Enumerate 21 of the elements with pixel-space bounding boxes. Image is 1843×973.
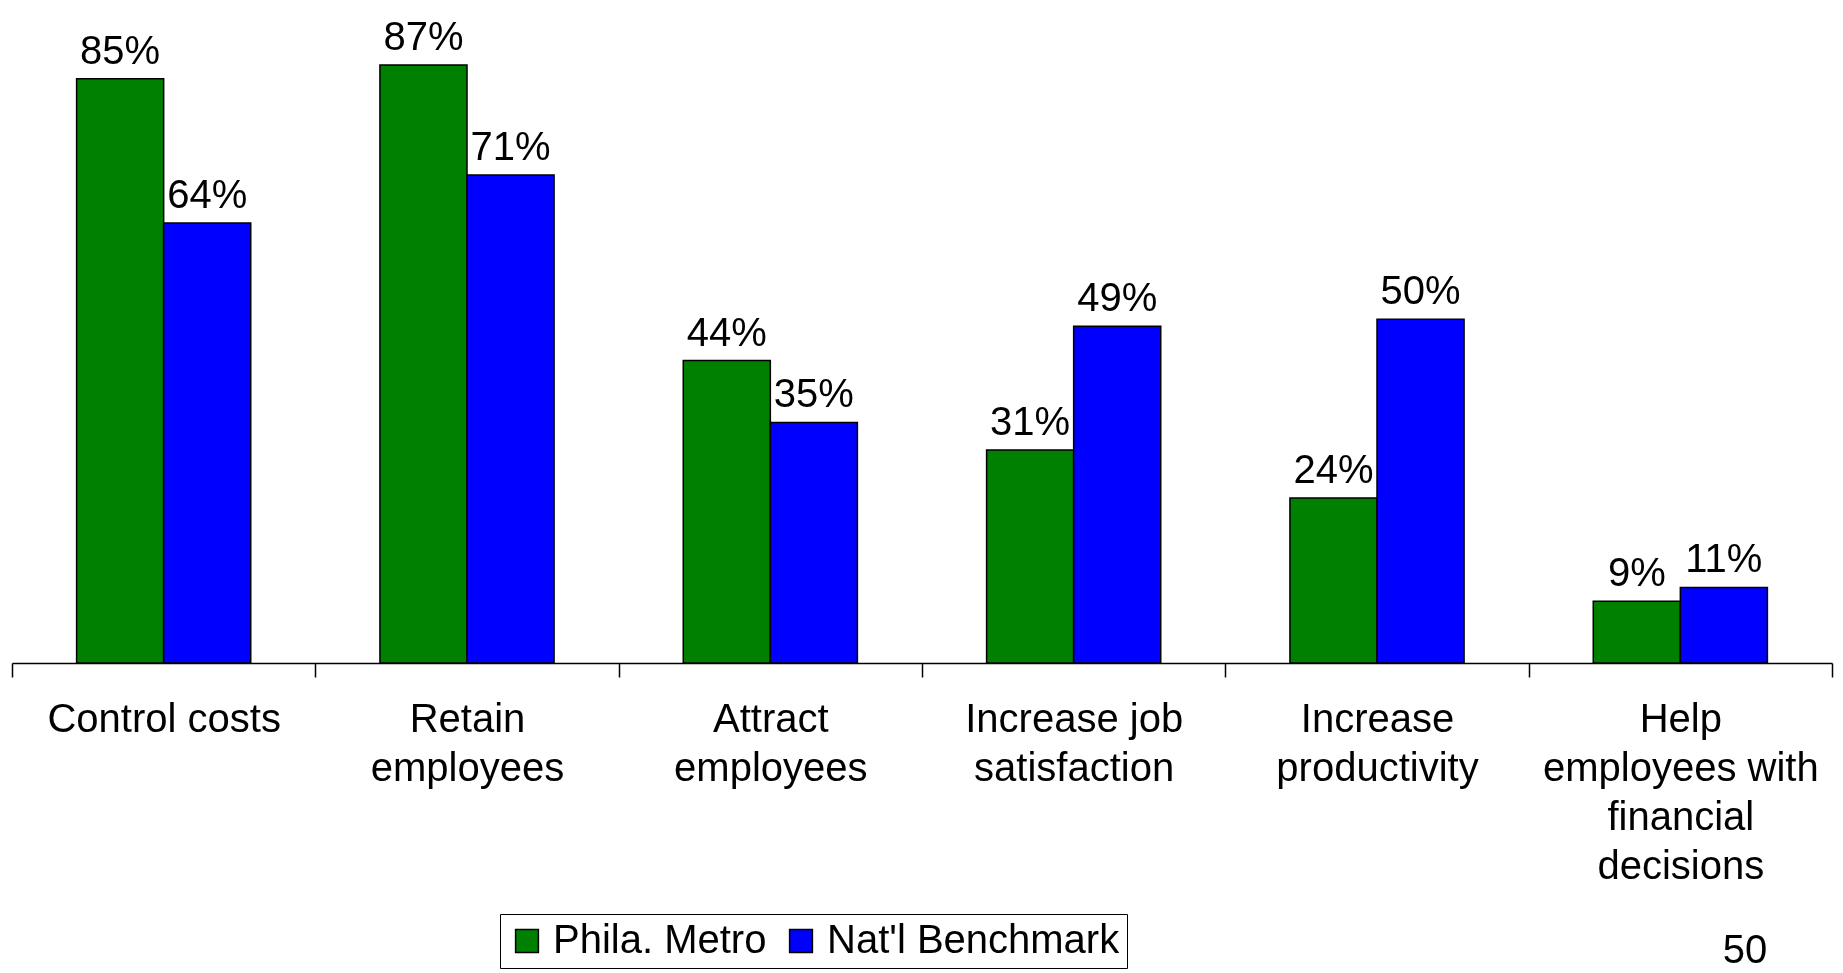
x-tick-label: Attract employees (674, 695, 868, 789)
data-label: 9% (1607, 550, 1666, 595)
data-label: 50% (1380, 268, 1461, 313)
data-label: 71% (470, 123, 551, 168)
data-label: 85% (80, 27, 161, 72)
data-label: 24% (1293, 447, 1374, 492)
data-label: 44% (686, 309, 767, 354)
text: 50 (1722, 927, 1768, 971)
x-tick-label: Help employees with financial decisions (1542, 695, 1819, 887)
legend-label: Phila. Metro (553, 917, 767, 961)
x-tick-label: Control costs (47, 695, 281, 740)
x-tick-label: Increase job satisfaction (965, 695, 1184, 789)
data-label: 35% (773, 371, 854, 416)
data-label: 49% (1077, 275, 1158, 320)
data-label: 31% (990, 398, 1071, 443)
x-tick-label: Increase productivity (1276, 695, 1479, 789)
data-label: 64% (167, 172, 248, 217)
data-label: 11% (1685, 536, 1763, 581)
legend-label: Nat'l Benchmark (827, 917, 1121, 961)
x-tick-label: Retain employees (370, 695, 565, 789)
data-label: 87% (383, 14, 464, 58)
